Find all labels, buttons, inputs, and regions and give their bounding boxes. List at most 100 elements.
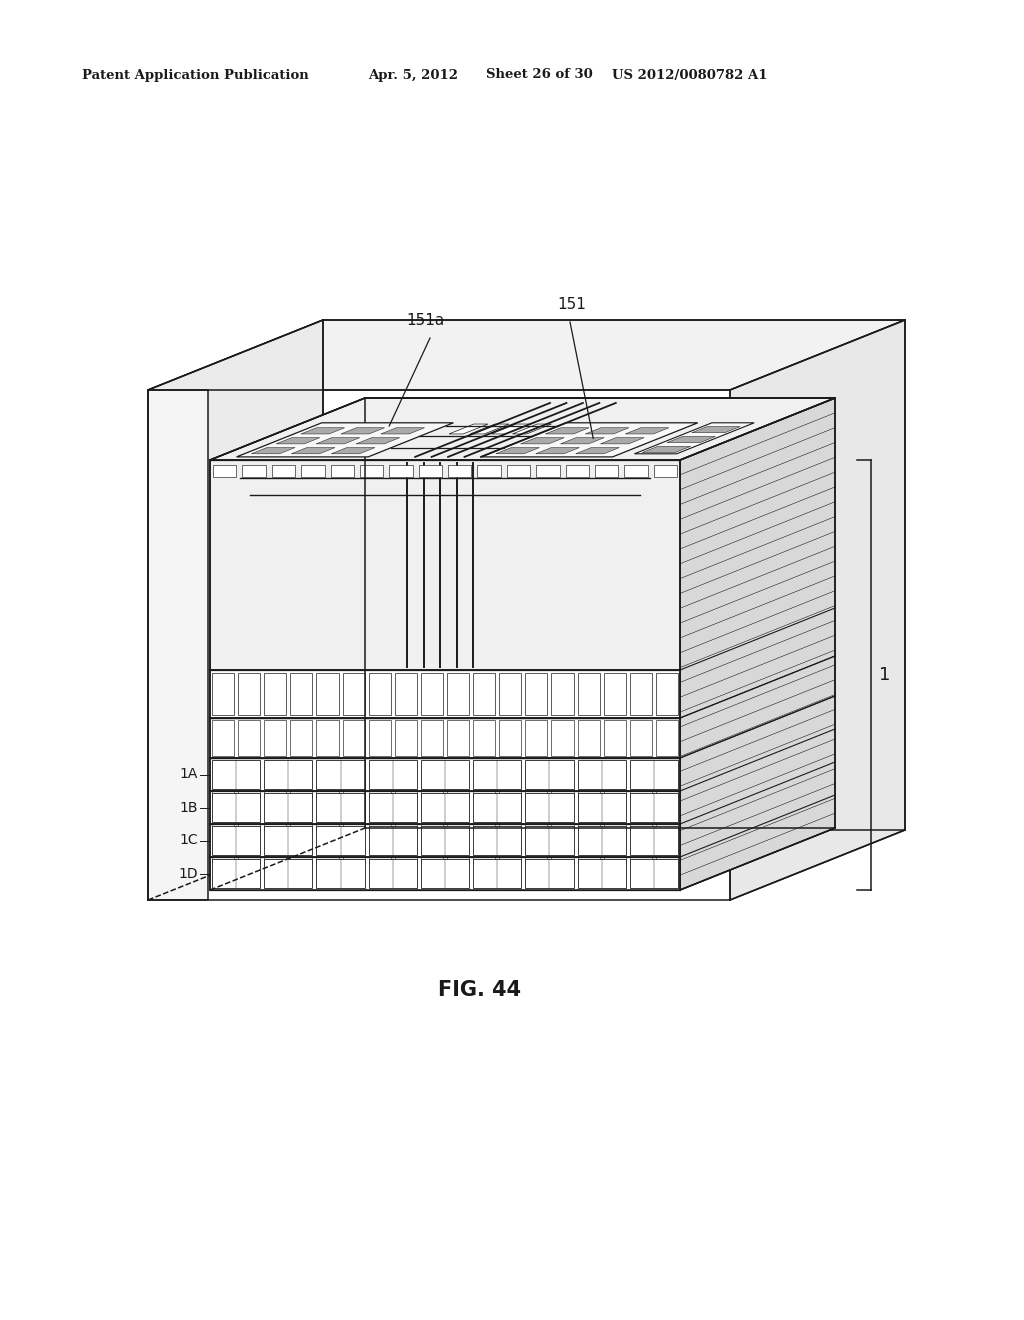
Polygon shape	[212, 673, 234, 715]
Polygon shape	[500, 824, 521, 830]
Polygon shape	[421, 857, 443, 863]
Polygon shape	[316, 793, 365, 822]
Polygon shape	[656, 791, 678, 797]
Polygon shape	[421, 824, 443, 830]
Polygon shape	[507, 465, 530, 477]
Polygon shape	[578, 719, 600, 756]
Polygon shape	[578, 859, 626, 888]
Polygon shape	[421, 760, 469, 789]
Polygon shape	[500, 857, 521, 863]
Polygon shape	[525, 673, 548, 715]
Polygon shape	[395, 673, 417, 715]
Polygon shape	[239, 791, 260, 797]
Polygon shape	[447, 673, 469, 715]
Polygon shape	[421, 859, 469, 888]
Polygon shape	[148, 319, 905, 389]
Polygon shape	[316, 791, 339, 797]
Polygon shape	[578, 857, 600, 863]
Polygon shape	[421, 673, 443, 715]
Polygon shape	[421, 719, 443, 756]
Polygon shape	[604, 673, 626, 715]
Polygon shape	[500, 719, 521, 756]
Polygon shape	[656, 673, 678, 715]
Polygon shape	[630, 824, 652, 830]
Polygon shape	[210, 758, 680, 791]
Polygon shape	[239, 857, 260, 863]
Polygon shape	[625, 465, 647, 477]
Polygon shape	[343, 719, 365, 756]
Polygon shape	[369, 719, 391, 756]
Polygon shape	[680, 399, 835, 890]
Polygon shape	[212, 793, 260, 822]
Polygon shape	[331, 465, 354, 477]
Polygon shape	[271, 465, 295, 477]
Text: Patent Application Publication: Patent Application Publication	[82, 69, 309, 82]
Polygon shape	[630, 760, 678, 789]
Polygon shape	[586, 428, 629, 434]
Polygon shape	[210, 718, 680, 758]
Polygon shape	[473, 857, 496, 863]
Polygon shape	[630, 859, 678, 888]
Polygon shape	[473, 824, 496, 830]
Polygon shape	[600, 438, 644, 444]
Polygon shape	[239, 824, 260, 830]
Polygon shape	[419, 465, 442, 477]
Polygon shape	[212, 824, 234, 830]
Polygon shape	[210, 459, 680, 671]
Polygon shape	[604, 824, 626, 830]
Polygon shape	[369, 826, 417, 855]
Polygon shape	[578, 673, 600, 715]
Polygon shape	[500, 673, 521, 715]
Polygon shape	[251, 447, 295, 454]
Polygon shape	[148, 389, 208, 900]
Polygon shape	[316, 673, 339, 715]
Polygon shape	[525, 859, 573, 888]
Polygon shape	[291, 824, 312, 830]
Polygon shape	[473, 826, 521, 855]
Polygon shape	[546, 428, 589, 434]
Polygon shape	[565, 465, 589, 477]
Polygon shape	[496, 447, 540, 454]
Polygon shape	[578, 760, 626, 789]
Polygon shape	[447, 719, 469, 756]
Polygon shape	[449, 465, 471, 477]
Polygon shape	[604, 719, 626, 756]
Polygon shape	[525, 824, 548, 830]
Polygon shape	[578, 824, 600, 830]
Polygon shape	[212, 857, 234, 863]
Polygon shape	[473, 719, 496, 756]
Polygon shape	[473, 791, 496, 797]
Polygon shape	[552, 719, 573, 756]
Polygon shape	[395, 857, 417, 863]
Polygon shape	[473, 760, 521, 789]
Polygon shape	[369, 791, 391, 797]
Polygon shape	[316, 826, 365, 855]
Polygon shape	[210, 824, 680, 857]
Polygon shape	[369, 760, 417, 789]
Polygon shape	[237, 422, 454, 457]
Polygon shape	[520, 438, 564, 444]
Polygon shape	[212, 826, 260, 855]
Polygon shape	[381, 428, 425, 434]
Polygon shape	[316, 438, 359, 444]
Polygon shape	[630, 719, 652, 756]
Polygon shape	[630, 857, 652, 863]
Polygon shape	[525, 760, 573, 789]
Polygon shape	[656, 824, 678, 830]
Text: FIG. 44: FIG. 44	[438, 979, 521, 1001]
Polygon shape	[604, 791, 626, 797]
Polygon shape	[239, 719, 260, 756]
Polygon shape	[264, 824, 287, 830]
Polygon shape	[343, 791, 365, 797]
Polygon shape	[552, 824, 573, 830]
Polygon shape	[447, 791, 469, 797]
Polygon shape	[537, 465, 559, 477]
Polygon shape	[264, 826, 312, 855]
Polygon shape	[421, 793, 469, 822]
Polygon shape	[148, 319, 323, 900]
Polygon shape	[525, 826, 573, 855]
Polygon shape	[316, 824, 339, 830]
Text: 151a: 151a	[406, 313, 444, 327]
Polygon shape	[343, 857, 365, 863]
Polygon shape	[578, 826, 626, 855]
